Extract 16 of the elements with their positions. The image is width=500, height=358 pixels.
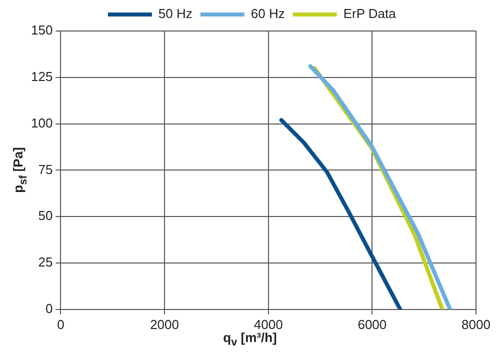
x-tick-label: 6000 (358, 316, 387, 332)
y-tick-label: 0 (45, 300, 53, 316)
x-axis-title: q$_{v}$ [m³/h] (222, 330, 278, 349)
legend-label: 60 Hz (250, 6, 285, 22)
x-tick-label: 8000 (462, 316, 490, 332)
y-tick-label: 75 (38, 162, 53, 177)
y-tick-label: 25 (38, 254, 53, 270)
y-tick-label: 150 (30, 22, 53, 38)
x-tick-label: 4000 (254, 316, 283, 332)
y-tick-label: 125 (30, 68, 53, 84)
x-tick-label: 2000 (150, 316, 179, 332)
legend-label: ErP Data (343, 6, 397, 22)
legend-label: 50 Hz (158, 6, 192, 22)
y-tick-label: 100 (30, 115, 53, 130)
y-tick-label: 50 (38, 208, 53, 224)
x-tick-label: 0 (57, 316, 64, 332)
